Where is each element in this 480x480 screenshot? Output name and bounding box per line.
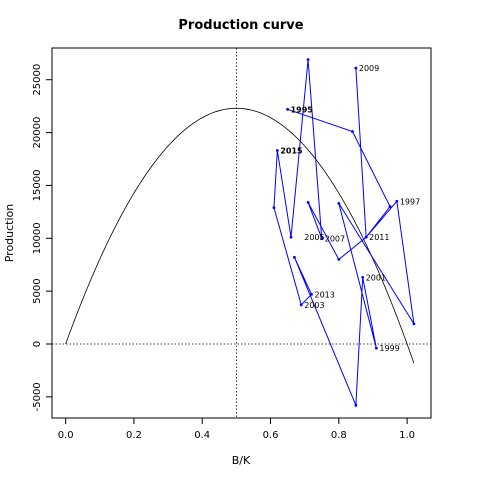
data-point [395, 199, 399, 203]
x-tick-label: 0.0 [58, 430, 74, 441]
data-points [272, 58, 416, 407]
point-label-2013: 2013 [314, 290, 334, 299]
point-label-2005: 2005 [304, 233, 324, 242]
data-point [286, 107, 289, 111]
data-point [361, 276, 365, 279]
data-point [364, 235, 368, 239]
x-axis-label: B/K [232, 454, 251, 467]
production-parabola-curve [65, 107, 415, 364]
data-point [306, 58, 310, 62]
data-point [412, 322, 416, 326]
data-point [299, 303, 303, 307]
y-tick-label: -5000 [32, 382, 43, 411]
point-label-1999: 1999 [379, 344, 399, 353]
point-label-2015: 2015 [280, 147, 303, 156]
y-axis-label: Production [3, 204, 16, 263]
data-point [293, 255, 296, 259]
y-axis-ticks: -5000 0 5000 10000 15000 20000 25000 [32, 64, 52, 411]
plot-frame [51, 47, 432, 419]
data-point [337, 258, 341, 261]
reference-lines [52, 48, 431, 418]
data-point [289, 235, 293, 239]
point-label-2007: 2007 [325, 234, 345, 243]
y-tick-label: 0 [32, 341, 43, 347]
x-axis-ticks: 0.0 0.2 0.4 0.6 0.8 1.0 [58, 418, 415, 441]
data-point [337, 202, 341, 205]
point-label-2009: 2009 [359, 64, 379, 73]
x-tick-label: 0.2 [126, 430, 142, 441]
data-point [272, 206, 276, 210]
data-point [354, 66, 358, 70]
data-point [354, 403, 358, 407]
point-labels: 1995 1997 1999 2001 2003 2005 2007 2009 2011 2013… [280, 64, 420, 353]
y-tick-label: 15000 [32, 170, 43, 202]
data-point [320, 236, 324, 240]
series-path-line [273, 59, 415, 406]
x-tick-label: 0.4 [194, 430, 210, 441]
data-point [374, 346, 378, 350]
y-tick-label: 25000 [32, 64, 43, 96]
y-tick-label: 10000 [32, 222, 43, 254]
x-tick-label: 0.8 [331, 430, 347, 441]
x-tick-label: 1.0 [399, 430, 415, 441]
point-label-1995: 1995 [291, 105, 314, 114]
y-tick-label: 20000 [32, 117, 43, 149]
y-tick-label: 5000 [32, 278, 43, 303]
point-label-1997: 1997 [400, 197, 420, 206]
data-point [306, 200, 310, 204]
point-label-2011: 2011 [369, 233, 389, 242]
data-point [388, 205, 392, 208]
point-label-2001: 2001 [366, 273, 386, 282]
data-point [310, 292, 313, 296]
chart-title: Production curve [178, 18, 303, 33]
x-tick-label: 0.6 [263, 430, 279, 441]
data-point [351, 130, 354, 133]
data-point [275, 149, 279, 152]
point-label-2003: 2003 [304, 301, 324, 310]
